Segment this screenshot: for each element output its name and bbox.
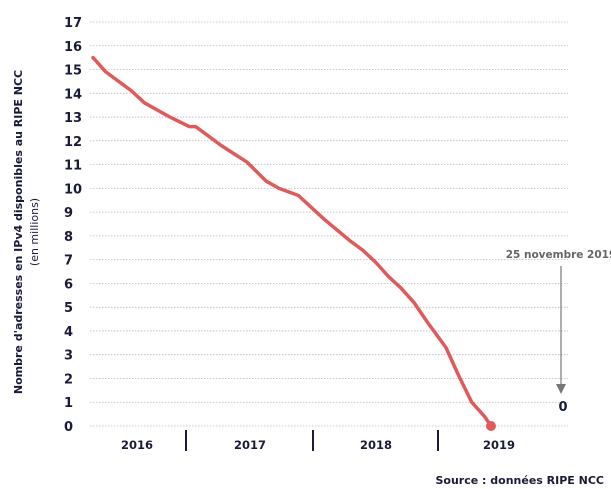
y-tick-label: 6	[64, 277, 73, 292]
y-tick-label: 1	[64, 396, 73, 411]
end-point-marker	[485, 421, 496, 431]
y-tick-label: 17	[64, 16, 82, 31]
y-tick-label: 5	[64, 301, 73, 316]
y-axis-label: Nombre d'adresses en IPv4 disponibles au…	[12, 70, 25, 394]
y-tick-label: 7	[64, 254, 73, 269]
y-axis-subtitle-group: (en millions)	[28, 198, 41, 266]
date-annotation: 25 novembre 2019	[506, 249, 611, 261]
y-tick-label: 8	[64, 230, 73, 245]
y-tick-label: 15	[64, 64, 82, 79]
y-tick-label: 10	[64, 182, 82, 197]
x-tick-label-2018: 2018	[360, 438, 392, 452]
x-axis-years: 2016 2017 2018 2019	[121, 430, 515, 452]
annotation-arrow-head	[556, 384, 566, 394]
y-tick-label: 4	[64, 325, 73, 340]
y-tick-label: 13	[64, 111, 82, 126]
y-tick-label: 16	[64, 40, 82, 55]
end-value-label: 0	[558, 400, 567, 415]
y-tick-label: 14	[64, 87, 82, 102]
x-tick-label-2017: 2017	[234, 438, 266, 452]
y-tick-label: 3	[64, 349, 73, 364]
y-tick-label: 0	[64, 420, 73, 435]
x-tick-label-2016: 2016	[121, 438, 153, 452]
y-axis-sublabel: (en millions)	[28, 198, 41, 266]
y-axis-title-group: Nombre d'adresses en IPv4 disponibles au…	[12, 70, 25, 394]
series-line	[91, 55, 493, 428]
y-tick-label: 11	[64, 159, 82, 174]
source-note: Source : données RIPE NCC	[436, 474, 605, 487]
y-tick-label: 12	[64, 135, 82, 150]
x-tick-label-2019: 2019	[483, 438, 515, 452]
y-tick-label: 2	[64, 372, 73, 387]
y-tick-label: 9	[64, 206, 73, 221]
